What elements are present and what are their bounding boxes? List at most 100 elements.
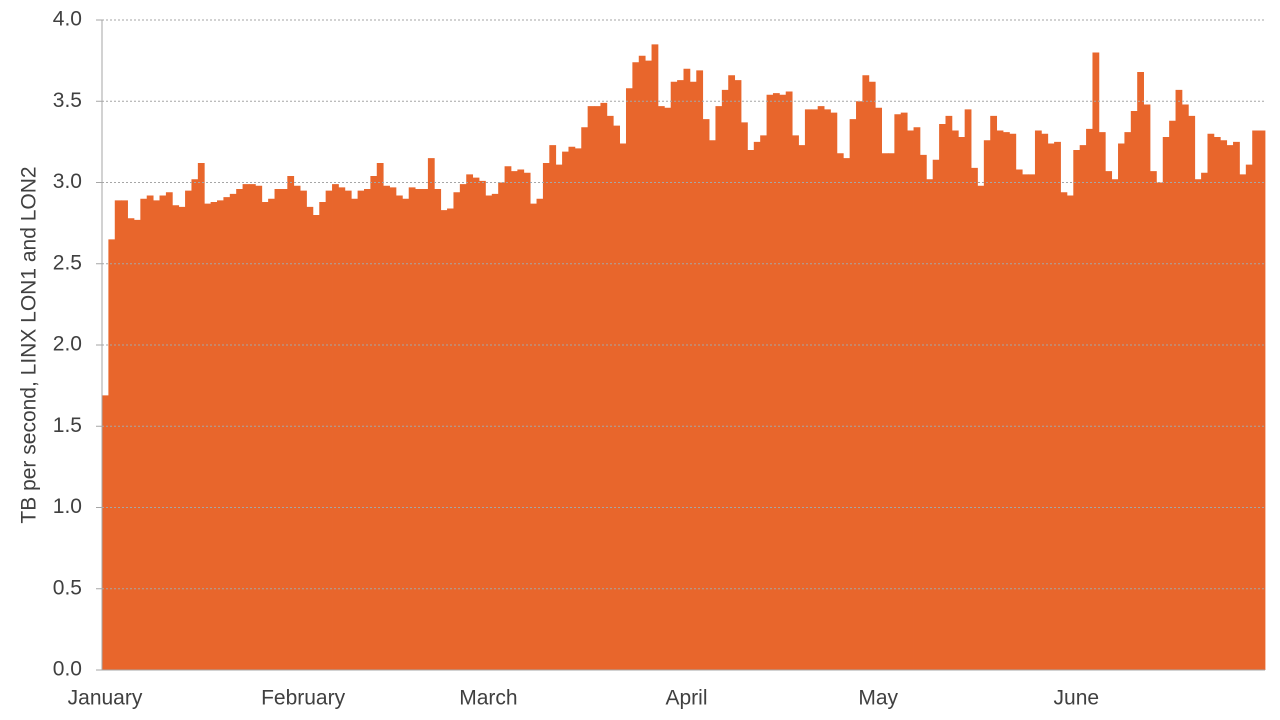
bar xyxy=(472,177,480,670)
bar xyxy=(459,184,467,670)
x-tick-label: February xyxy=(261,687,346,710)
bar xyxy=(945,115,953,670)
y-tick-label: 1.5 xyxy=(53,414,82,437)
bar xyxy=(1162,137,1170,670)
bar xyxy=(376,163,384,670)
bar xyxy=(1143,104,1151,670)
bar xyxy=(312,215,320,670)
bar xyxy=(1098,132,1106,670)
bar xyxy=(990,115,998,670)
bar xyxy=(1201,172,1208,670)
bar xyxy=(677,80,684,670)
bar xyxy=(587,106,595,670)
bar xyxy=(498,182,505,670)
bar xyxy=(453,192,461,670)
bar xyxy=(1047,143,1055,670)
bar xyxy=(792,135,799,670)
bar xyxy=(996,130,1004,670)
bar xyxy=(709,140,716,670)
bar xyxy=(613,125,620,670)
y-tick-label: 1.0 xyxy=(53,495,82,518)
bar xyxy=(210,202,218,670)
bar xyxy=(530,203,537,670)
bar xyxy=(555,164,563,670)
bar xyxy=(881,153,889,670)
bar xyxy=(217,200,224,670)
bar xyxy=(1086,128,1093,670)
bar xyxy=(1009,133,1017,670)
bar xyxy=(325,190,333,670)
bar xyxy=(772,93,780,670)
bar xyxy=(696,70,704,670)
bar xyxy=(338,187,346,670)
bar xyxy=(856,101,863,670)
bar xyxy=(760,135,767,670)
bar xyxy=(581,127,589,670)
bar xyxy=(594,106,601,670)
bar xyxy=(1015,169,1023,670)
bar xyxy=(242,184,250,670)
bar xyxy=(670,81,678,670)
x-tick-label: May xyxy=(858,687,898,710)
bar xyxy=(255,185,263,670)
bar xyxy=(127,218,135,670)
bar xyxy=(645,60,652,670)
bar xyxy=(977,185,985,670)
y-tick-label: 0.0 xyxy=(53,658,82,681)
bar xyxy=(913,127,921,670)
bar xyxy=(1124,132,1132,670)
y-tick-label: 2.0 xyxy=(53,333,82,356)
bar xyxy=(383,185,390,670)
bar xyxy=(638,55,646,670)
bar xyxy=(102,395,109,670)
bar xyxy=(939,124,946,670)
bar xyxy=(907,130,914,670)
bar xyxy=(721,89,729,670)
bar xyxy=(830,112,838,670)
bar xyxy=(466,174,474,670)
bar xyxy=(421,189,429,670)
bar xyxy=(932,159,940,670)
bar xyxy=(510,171,518,670)
bar xyxy=(440,210,448,670)
bar xyxy=(1073,150,1081,670)
bar xyxy=(1194,179,1202,670)
bar xyxy=(306,206,314,670)
bar xyxy=(1226,145,1234,670)
bar xyxy=(1220,140,1228,670)
bar xyxy=(223,197,231,670)
bar xyxy=(165,192,173,670)
bar xyxy=(983,140,991,670)
bar xyxy=(715,106,723,670)
bar xyxy=(172,205,180,670)
bar xyxy=(894,114,902,670)
bar xyxy=(798,145,806,670)
x-tick-label: March xyxy=(459,687,517,710)
bar xyxy=(1181,104,1189,670)
bar xyxy=(287,176,295,670)
bar xyxy=(562,151,569,670)
bar xyxy=(1028,174,1036,670)
bar xyxy=(517,169,525,670)
bar xyxy=(351,198,359,670)
bar xyxy=(408,187,416,670)
bar xyxy=(204,203,212,670)
bar xyxy=(1207,133,1215,670)
bar xyxy=(485,195,493,670)
y-tick-label: 3.5 xyxy=(53,89,82,112)
bar xyxy=(657,106,665,670)
bar xyxy=(1034,130,1042,670)
x-tick-label: April xyxy=(665,687,707,710)
bar xyxy=(785,91,793,670)
bar xyxy=(1066,195,1074,670)
bar xyxy=(447,208,454,670)
bar xyxy=(140,198,148,670)
bar xyxy=(229,193,237,670)
bar xyxy=(868,81,876,670)
bar xyxy=(683,68,691,670)
bar xyxy=(549,145,557,670)
bar xyxy=(741,122,748,670)
bar xyxy=(1105,171,1113,670)
bar xyxy=(133,219,141,670)
bar xyxy=(1118,143,1125,670)
